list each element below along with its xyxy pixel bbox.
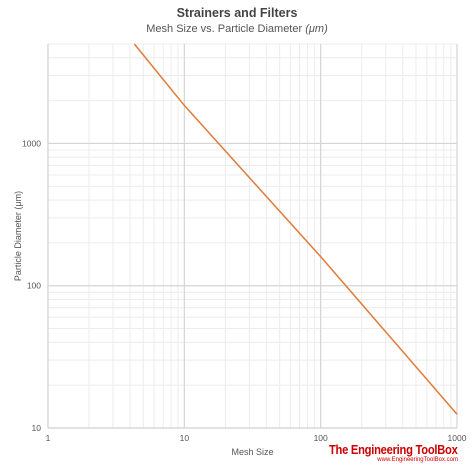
watermark-brand: The Engineering ToolBox — [329, 442, 458, 457]
series-line-0 — [133, 43, 458, 415]
x-tick-label: 10 — [180, 433, 190, 443]
minor-grid — [48, 43, 457, 428]
chart-subtitle-text: Mesh Size vs. Particle Diameter — [146, 23, 303, 35]
series-layer — [133, 43, 458, 415]
y-axis-label: Particle Diameter (μm) — [13, 191, 23, 281]
y-tick-label: 1000 — [22, 138, 41, 148]
x-axis-label: Mesh Size — [231, 447, 273, 457]
major-grid — [47, 44, 458, 429]
chart-title: Strainers and Filters — [176, 6, 298, 20]
x-tick-label: 1000 — [448, 433, 467, 443]
x-tick-label: 100 — [314, 433, 328, 443]
watermark-site: www.EngineeringToolBox.com — [377, 457, 458, 463]
y-tick-label: 10 — [32, 423, 42, 433]
engineering-toolbox-logo: The Engineering ToolBox www.EngineeringT… — [308, 443, 458, 463]
chart-subtitle-unit: (μm) — [305, 23, 328, 35]
y-tick-label: 100 — [27, 281, 41, 291]
x-tick-label: 1 — [46, 433, 51, 443]
chart-subtitle: Mesh Size vs. Particle Diameter (μm) — [0, 23, 474, 35]
tick-labels: 1 10 100 1000 10 100 1000 — [22, 138, 467, 443]
